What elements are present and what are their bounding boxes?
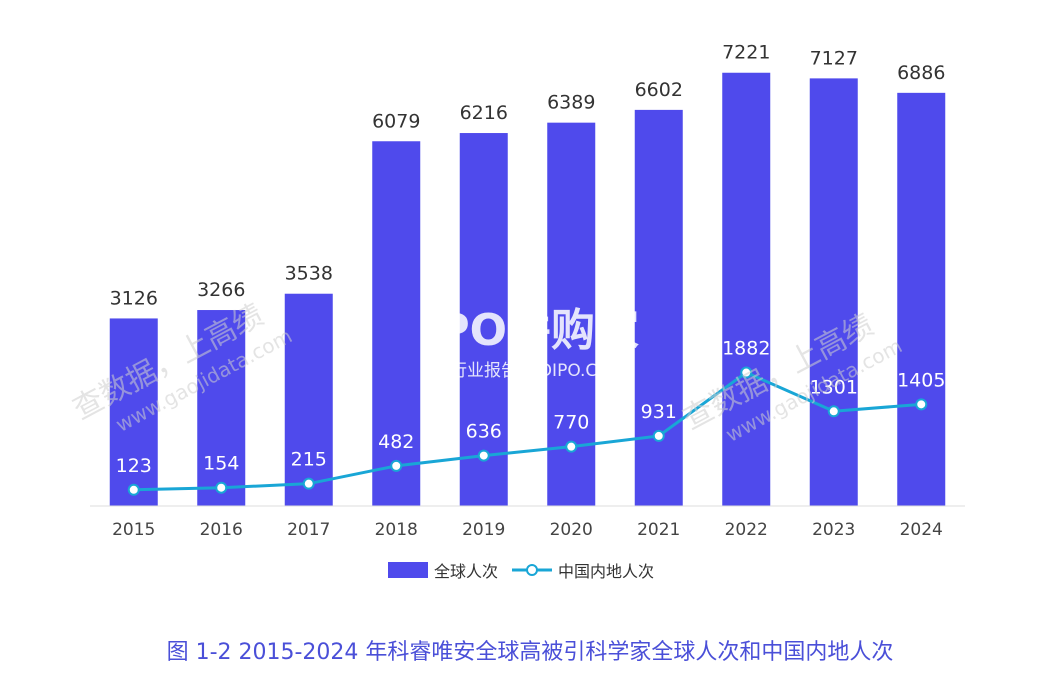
x-tick-2022: 2022: [725, 520, 768, 540]
line-path: [133, 370, 922, 492]
legend-line-label: 中国内地人次: [558, 562, 654, 581]
legend-bar-label: 全球人次: [434, 562, 498, 581]
line-value-labels: 123 154 215 482 636 770 931 1882 1301 1405: [116, 338, 946, 477]
bar-2017: [284, 293, 333, 506]
watermark-left: 查数据，上高绩 www.gaojidata.com: [67, 298, 296, 437]
line-point-2017: [302, 477, 315, 490]
line-label-2021: 931: [641, 401, 677, 423]
line-point-2020: [565, 440, 578, 453]
line-label-2019: 636: [466, 421, 502, 443]
bar-label-2020: 6389: [547, 92, 595, 114]
bar-2018: [372, 141, 421, 506]
bar-label-2021: 6602: [635, 79, 683, 101]
watermark-logo: IPO并购家 行业报告 IPOIPO.CN: [421, 305, 639, 381]
line-series: [127, 366, 928, 496]
legend-line-marker: [526, 564, 538, 576]
bar-2024: [897, 92, 946, 506]
x-tick-2015: 2015: [112, 520, 155, 540]
line-label-2016: 154: [203, 453, 239, 475]
line-label-2020: 770: [553, 412, 589, 434]
bar-label-2018: 6079: [372, 110, 420, 132]
bar-label-2022: 7221: [722, 42, 770, 64]
bar-2022: [722, 72, 771, 507]
bar-label-2017: 3538: [285, 263, 333, 285]
x-tick-2021: 2021: [637, 520, 680, 540]
line-point-2016: [215, 481, 228, 494]
bar-label-2016: 3266: [197, 279, 245, 301]
bar-2019: [459, 133, 508, 507]
line-point-2022: [740, 366, 753, 379]
line-label-2024: 1405: [897, 369, 945, 391]
x-tick-2017: 2017: [287, 520, 330, 540]
bar-label-2015: 3126: [110, 287, 158, 309]
line-point-2024: [915, 398, 928, 411]
line-point-2019: [477, 449, 490, 462]
bar-2021: [634, 109, 683, 506]
bar-label-2019: 6216: [460, 102, 508, 124]
watermark-right: 查数据，上高绩 www.gaojidata.com: [677, 308, 906, 447]
x-tick-2020: 2020: [550, 520, 593, 540]
bar-label-2024: 6886: [897, 62, 945, 84]
bar-label-2023: 7127: [810, 47, 858, 69]
bar-series: [109, 72, 946, 507]
x-tick-2016: 2016: [200, 520, 243, 540]
line-point-2021: [652, 429, 665, 442]
legend: 全球人次 中国内地人次: [388, 562, 654, 581]
logo-main-text: IPO并购家: [421, 305, 639, 356]
line-label-2023: 1301: [810, 376, 858, 398]
x-tick-2024: 2024: [900, 520, 943, 540]
bar-value-labels: 3126 3266 3538 6079 6216 6389 6602 7221 7127 6886: [110, 42, 946, 310]
line-point-2015: [127, 483, 140, 496]
bar-2016: [197, 310, 246, 506]
x-tick-2019: 2019: [462, 520, 505, 540]
line-point-2018: [390, 459, 403, 472]
x-tick-2018: 2018: [375, 520, 418, 540]
x-axis-tick-labels: 2015 2016 2017 2018 2019 2020 2021 2022 2023 2024: [112, 520, 943, 540]
line-label-2017: 215: [291, 449, 327, 471]
line-point-2023: [827, 405, 840, 418]
line-label-2022: 1882: [722, 338, 770, 360]
bar-2023: [809, 78, 858, 506]
line-label-2015: 123: [116, 455, 152, 477]
bar-2015: [109, 318, 158, 506]
line-label-2018: 482: [378, 431, 414, 453]
logo-sub-text: 行业报告 IPOIPO.CN: [450, 361, 610, 381]
figure-caption: 图 1-2 2015-2024 年科睿唯安全球高被引科学家全球人次和中国内地人次: [166, 640, 894, 665]
legend-bar-swatch: [388, 562, 428, 578]
x-tick-2023: 2023: [812, 520, 855, 540]
